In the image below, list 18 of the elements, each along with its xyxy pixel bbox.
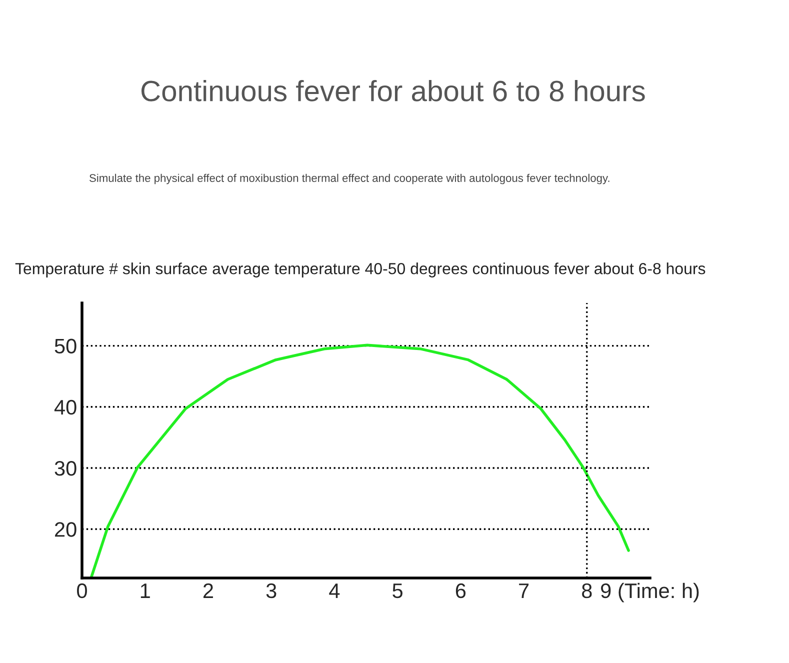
x-tick-label: 4 bbox=[329, 584, 340, 598]
x-tick-label: 2 bbox=[203, 583, 213, 598]
line-series bbox=[90, 344, 630, 578]
x-tick-label: 7 bbox=[519, 584, 529, 598]
x-tick-label: 0 bbox=[77, 583, 87, 598]
x-tick-label: 6 bbox=[456, 583, 466, 598]
chart-title: Continuous fever for about 6 to 8 hours bbox=[141, 80, 645, 102]
x-tick-label: 3 bbox=[266, 583, 276, 598]
y-tick-label: 40 bbox=[54, 400, 76, 415]
y-tick-label: 20 bbox=[55, 522, 76, 537]
y-axis-title: Temperature # skin surface average temperature 40-50 degrees continuous fever about 6-8 hours bbox=[15, 262, 706, 278]
x-tick-label: 1 bbox=[140, 584, 150, 598]
x-tick-label: 8 bbox=[582, 583, 592, 598]
x-tick-label: 9 (Time: h) bbox=[601, 582, 699, 602]
y-tick-label: 50 bbox=[54, 338, 76, 354]
x-tick-label: 5 bbox=[392, 584, 402, 598]
y-tick-label: 30 bbox=[54, 461, 76, 476]
chart-subtitle: Simulate the physical effect of moxibustion thermal effect and cooperate with autologous fever technology. bbox=[90, 174, 610, 184]
